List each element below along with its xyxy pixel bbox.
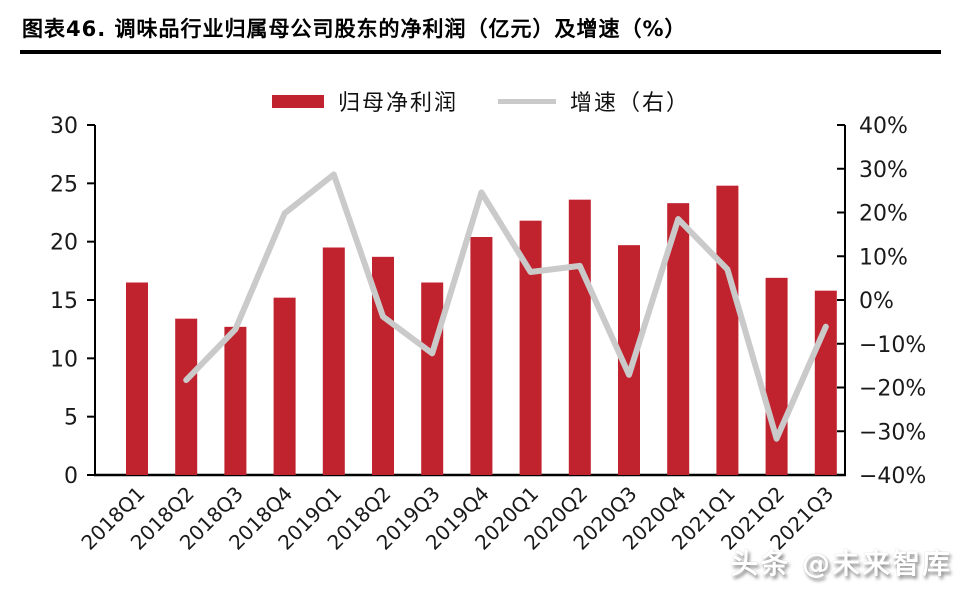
bar-2018Q2: [372, 256, 394, 475]
bar-2020Q2: [568, 199, 591, 475]
left-axis-tick-label: 5: [64, 406, 78, 431]
right-axis-tick-label: 20%: [859, 202, 908, 227]
figure-title: 图表46. 调味品行业归属母公司股东的净利润（亿元）及增速（%）: [22, 17, 687, 41]
legend-line-swatch-icon: [498, 98, 556, 104]
right-axis-tick-label: 10%: [859, 245, 908, 270]
bar-2020Q1: [519, 220, 542, 475]
left-axis-tick-label: 10: [50, 347, 78, 372]
bar-2021Q2: [765, 277, 788, 475]
chart-legend: 归母净利润 增速（右）: [0, 85, 962, 117]
legend-bar-label: 归母净利润: [337, 91, 458, 116]
left-axis-tick-label: 0: [64, 464, 78, 489]
bar-2018Q2: [175, 318, 198, 475]
bar-2019Q1: [322, 247, 345, 475]
growth-line: [183, 171, 829, 442]
right-axis-tick-label: −30%: [859, 420, 926, 445]
bar-2018Q1: [126, 282, 148, 475]
right-axis-tick-label: 0%: [859, 289, 894, 314]
left-axis-tick-label: 15: [50, 289, 78, 314]
bar-2019Q4: [470, 237, 493, 475]
right-axis-tick-label: −20%: [859, 377, 926, 402]
right-axis-tick-label: −10%: [859, 333, 926, 358]
left-axis-tick-label: 25: [50, 172, 78, 197]
bar-2021Q3: [814, 290, 837, 475]
right-axis-tick-label: 40%: [859, 114, 908, 139]
bar-2018Q3: [224, 326, 247, 475]
right-axis-tick-label: −40%: [859, 464, 926, 489]
legend-bar-swatch-icon: [271, 94, 324, 108]
bar-2020Q4: [667, 203, 690, 475]
legend-line-label: 增速（右）: [570, 91, 691, 116]
bar-2018Q4: [273, 297, 296, 475]
left-axis-tick-label: 20: [50, 231, 78, 256]
bar-2019Q3: [421, 282, 444, 475]
title-underline: [20, 50, 941, 54]
bar-2021Q1: [716, 185, 739, 475]
left-axis-tick-label: 30: [50, 114, 78, 139]
bar-2020Q3: [618, 245, 640, 475]
right-axis-tick-label: 30%: [859, 158, 908, 183]
